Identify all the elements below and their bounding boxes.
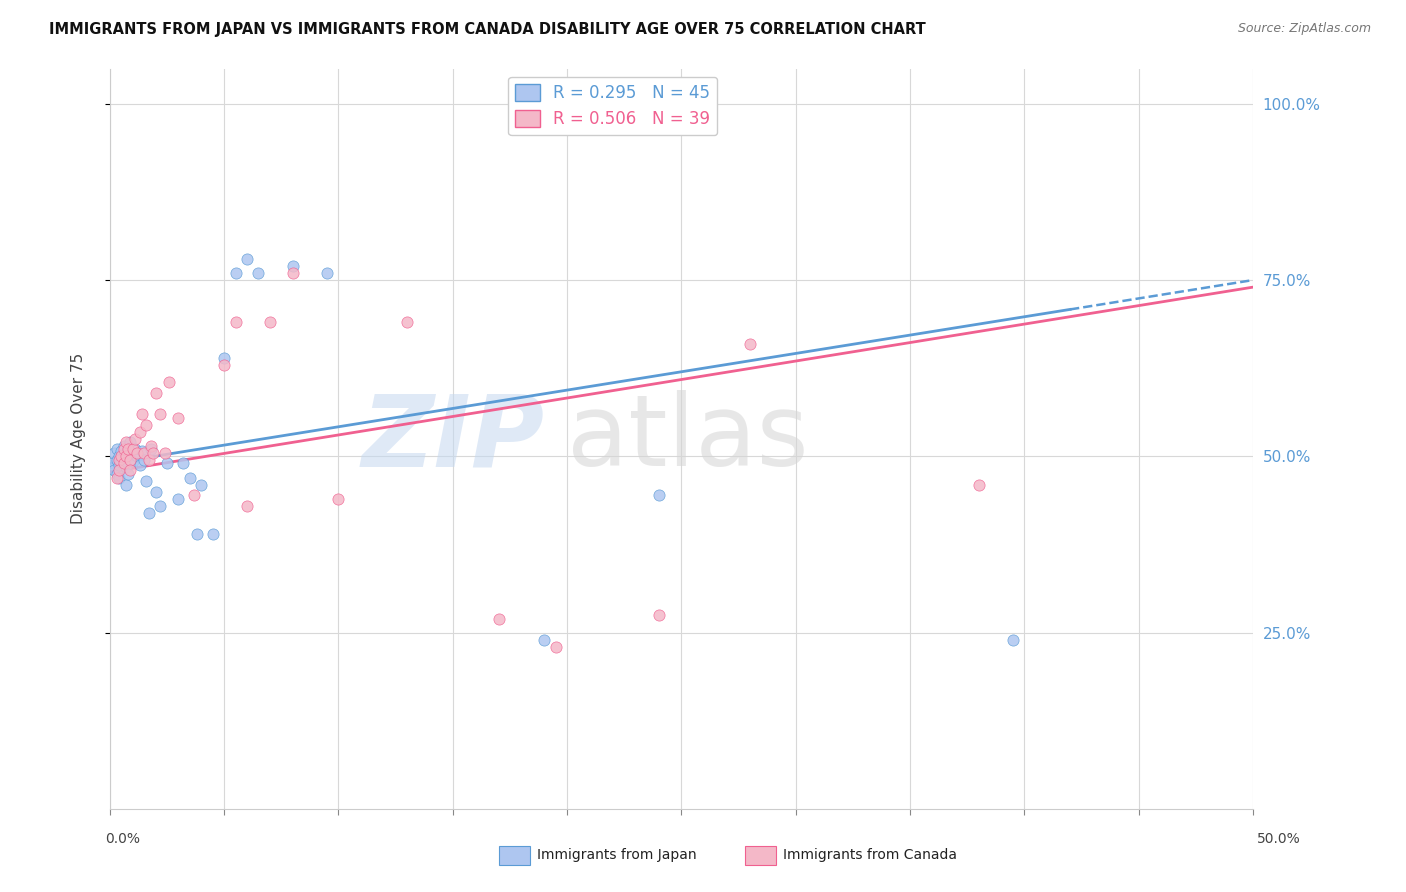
- Point: [127, 446, 149, 460]
- Point: [225, 315, 247, 329]
- Point: [138, 453, 160, 467]
- Legend: R = 0.295   N = 45, R = 0.506   N = 39: R = 0.295 N = 45, R = 0.506 N = 39: [509, 77, 717, 135]
- Point: [212, 358, 235, 372]
- Point: [647, 608, 669, 623]
- Point: [236, 499, 259, 513]
- Point: [105, 470, 128, 484]
- Point: [135, 474, 157, 488]
- Point: [281, 266, 304, 280]
- Point: [115, 450, 138, 464]
- Point: [131, 444, 153, 458]
- Text: ZIP: ZIP: [361, 391, 544, 487]
- Point: [153, 446, 176, 460]
- Point: [117, 446, 139, 460]
- Point: [145, 484, 167, 499]
- Point: [488, 611, 510, 625]
- Point: [108, 453, 131, 467]
- Point: [328, 491, 350, 506]
- Point: [236, 252, 259, 266]
- Point: [172, 457, 194, 471]
- Point: [103, 463, 125, 477]
- Point: [738, 336, 761, 351]
- Point: [134, 446, 156, 460]
- Point: [120, 435, 142, 450]
- Text: atlas: atlas: [567, 391, 808, 487]
- Point: [145, 385, 167, 400]
- Text: Immigrants from Japan: Immigrants from Japan: [537, 848, 697, 863]
- Point: [124, 432, 146, 446]
- Point: [533, 632, 555, 647]
- Point: [117, 442, 139, 457]
- Point: [134, 453, 156, 467]
- Point: [167, 410, 190, 425]
- Point: [115, 435, 138, 450]
- Bar: [745, 846, 776, 865]
- Text: Immigrants from Canada: Immigrants from Canada: [783, 848, 957, 863]
- Point: [201, 527, 224, 541]
- Point: [186, 527, 208, 541]
- Point: [110, 450, 132, 464]
- Point: [112, 442, 135, 457]
- Y-axis label: Disability Age Over 75: Disability Age Over 75: [72, 353, 86, 524]
- Text: Source: ZipAtlas.com: Source: ZipAtlas.com: [1237, 22, 1371, 36]
- Point: [112, 439, 135, 453]
- Point: [115, 460, 138, 475]
- Point: [139, 442, 162, 457]
- Point: [127, 450, 149, 464]
- Point: [121, 454, 143, 468]
- Point: [167, 491, 190, 506]
- Point: [108, 463, 131, 477]
- Text: 50.0%: 50.0%: [1257, 832, 1301, 846]
- Point: [108, 470, 131, 484]
- Text: 0.0%: 0.0%: [105, 832, 141, 846]
- Point: [105, 453, 128, 467]
- Point: [183, 488, 205, 502]
- Point: [316, 266, 339, 280]
- Point: [212, 351, 235, 365]
- Point: [139, 439, 162, 453]
- Point: [115, 477, 138, 491]
- Point: [247, 266, 270, 280]
- Point: [157, 376, 180, 390]
- Point: [105, 442, 128, 457]
- Point: [142, 446, 165, 460]
- Point: [112, 450, 135, 464]
- Point: [112, 457, 135, 471]
- Point: [110, 443, 132, 458]
- Point: [128, 425, 150, 439]
- Point: [967, 477, 990, 491]
- Point: [396, 315, 419, 329]
- Point: [124, 442, 146, 457]
- Point: [108, 450, 131, 464]
- Point: [149, 407, 172, 421]
- Point: [259, 315, 281, 329]
- Point: [103, 446, 125, 460]
- Point: [108, 458, 131, 472]
- Point: [225, 266, 247, 280]
- Point: [544, 640, 567, 654]
- Point: [121, 442, 143, 457]
- Point: [156, 457, 179, 471]
- Point: [647, 488, 669, 502]
- Point: [281, 259, 304, 273]
- Point: [117, 467, 139, 481]
- Point: [138, 506, 160, 520]
- Point: [120, 453, 142, 467]
- Text: IMMIGRANTS FROM JAPAN VS IMMIGRANTS FROM CANADA DISABILITY AGE OVER 75 CORRELATI: IMMIGRANTS FROM JAPAN VS IMMIGRANTS FROM…: [49, 22, 927, 37]
- Point: [101, 457, 124, 471]
- Point: [105, 467, 128, 481]
- Point: [110, 455, 132, 469]
- Point: [128, 458, 150, 472]
- Point: [135, 417, 157, 432]
- Bar: [499, 846, 530, 865]
- Point: [179, 470, 201, 484]
- Point: [120, 463, 142, 477]
- Point: [190, 477, 212, 491]
- Point: [149, 499, 172, 513]
- Point: [1001, 632, 1024, 647]
- Point: [131, 407, 153, 421]
